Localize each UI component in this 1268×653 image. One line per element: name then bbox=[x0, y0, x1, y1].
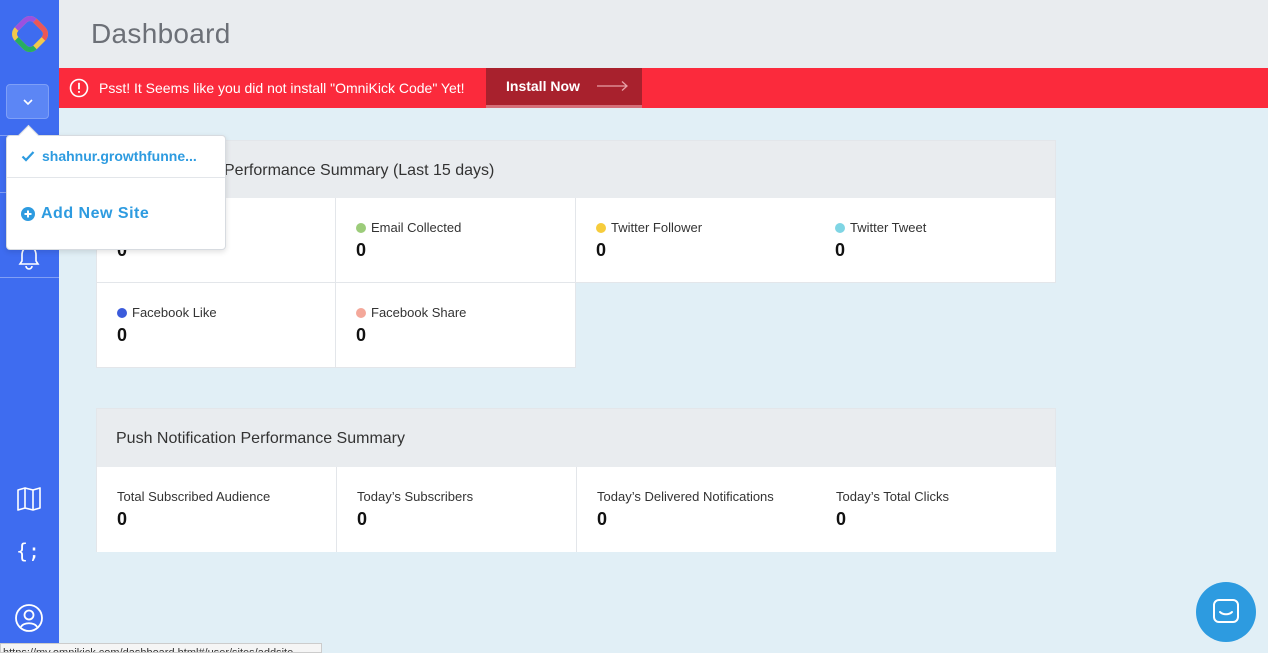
metric-tile: Today’s Delivered Notifications 0 bbox=[577, 467, 817, 552]
metric-value: 0 bbox=[836, 509, 847, 529]
legend-dot bbox=[356, 222, 366, 233]
metric-tile: Email Collected 0 bbox=[336, 198, 576, 283]
metric-label: Email Collected bbox=[371, 220, 462, 235]
card-title: Performance Summary (Last 15 days) bbox=[96, 140, 1056, 198]
site-switcher-button[interactable] bbox=[6, 84, 49, 119]
sidebar-item-docs[interactable] bbox=[12, 482, 46, 516]
sidebar-divider bbox=[0, 277, 59, 278]
arrow-right-icon bbox=[597, 81, 628, 91]
metric-value: 0 bbox=[596, 240, 607, 260]
chat-launcher-button[interactable] bbox=[1196, 582, 1256, 642]
metric-tile: Today’s Subscribers 0 bbox=[337, 467, 577, 552]
metric-tile: Facebook Share 0 bbox=[336, 283, 576, 368]
chat-icon bbox=[1213, 599, 1239, 623]
metric-tile: Facebook Like 0 bbox=[96, 283, 336, 368]
alert-circle-icon bbox=[69, 78, 89, 98]
book-icon bbox=[17, 487, 41, 511]
metric-label: Facebook Like bbox=[132, 305, 217, 320]
metric-value: 0 bbox=[356, 240, 367, 260]
metric-value: 0 bbox=[356, 325, 367, 345]
add-new-site-button[interactable]: Add New Site bbox=[21, 205, 149, 223]
metric-value: 0 bbox=[117, 325, 128, 345]
push-summary-card: Push Notification Performance Summary To… bbox=[96, 408, 1056, 552]
omnikick-logo-icon bbox=[11, 16, 48, 52]
current-site-label: shahnur.growthfunne... bbox=[42, 148, 197, 164]
metric-value: 0 bbox=[357, 509, 368, 529]
site-menu-item-current[interactable]: shahnur.growthfunne... bbox=[21, 148, 197, 164]
install-now-button[interactable]: Install Now bbox=[486, 68, 642, 108]
menu-divider bbox=[7, 177, 225, 178]
legend-dot bbox=[356, 307, 366, 318]
site-dropdown-menu: shahnur.growthfunne... Add New Site bbox=[6, 135, 226, 250]
metric-tile: Total Subscribed Audience 0 bbox=[97, 467, 337, 552]
check-icon bbox=[21, 151, 35, 162]
performance-summary-card: Performance Summary (Last 15 days) 0 Ema… bbox=[96, 140, 1056, 369]
page-title: Dashboard bbox=[91, 18, 231, 49]
page-header: Dashboard bbox=[59, 0, 1268, 68]
install-now-label: Install Now bbox=[506, 78, 580, 94]
metric-label: Twitter Tweet bbox=[850, 220, 927, 235]
sidebar-item-profile[interactable] bbox=[12, 601, 46, 635]
metric-label: Total Subscribed Audience bbox=[117, 489, 271, 504]
metric-label: Facebook Share bbox=[371, 305, 467, 320]
legend-dot bbox=[596, 222, 606, 233]
plus-circle-icon bbox=[21, 207, 35, 221]
browser-status-url: https://my.omnikick.com/dashboard.html#/… bbox=[0, 643, 322, 653]
metric-value: 0 bbox=[117, 240, 128, 260]
app-logo[interactable] bbox=[0, 0, 59, 68]
metric-tile: Twitter Tweet 0 bbox=[815, 198, 1056, 283]
sidebar: {;} bbox=[0, 0, 59, 653]
metric-label: Today’s Total Clicks bbox=[836, 489, 949, 504]
metric-label: Twitter Follower bbox=[611, 220, 703, 235]
banner-message: Psst! It Seems like you did not install … bbox=[99, 80, 465, 96]
chevron-down-icon bbox=[22, 98, 33, 105]
code-braces-icon: {;} bbox=[16, 539, 42, 563]
install-alert-banner: Psst! It Seems like you did not install … bbox=[59, 68, 1268, 108]
card-title: Push Notification Performance Summary bbox=[97, 409, 1055, 467]
user-circle-icon bbox=[15, 604, 43, 632]
metric-label: Today’s Subscribers bbox=[357, 489, 474, 504]
sidebar-item-code[interactable]: {;} bbox=[12, 534, 46, 568]
svg-text:{;}: {;} bbox=[16, 539, 42, 563]
legend-dot bbox=[117, 307, 127, 318]
metric-tile: Twitter Follower 0 bbox=[576, 198, 816, 283]
metric-value: 0 bbox=[597, 509, 608, 529]
metric-value: 0 bbox=[835, 240, 846, 260]
legend-dot bbox=[835, 222, 845, 233]
metric-tile: Today’s Total Clicks 0 bbox=[816, 467, 1056, 552]
metric-value: 0 bbox=[117, 509, 128, 529]
add-new-site-label: Add New Site bbox=[41, 205, 150, 222]
metric-label: Today’s Delivered Notifications bbox=[597, 489, 774, 504]
